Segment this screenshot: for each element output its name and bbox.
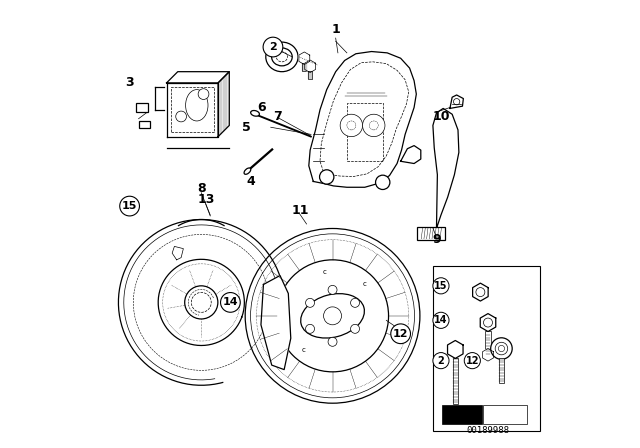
- FancyBboxPatch shape: [433, 266, 540, 431]
- Text: c: c: [362, 281, 366, 287]
- Polygon shape: [118, 220, 284, 385]
- Text: 6: 6: [257, 101, 266, 114]
- Circle shape: [340, 114, 362, 137]
- Polygon shape: [472, 283, 488, 301]
- Ellipse shape: [301, 293, 364, 338]
- Polygon shape: [218, 72, 229, 137]
- Polygon shape: [166, 72, 229, 83]
- Circle shape: [433, 312, 449, 328]
- Text: 4: 4: [246, 175, 255, 188]
- Circle shape: [245, 228, 420, 403]
- Circle shape: [491, 338, 512, 359]
- FancyBboxPatch shape: [417, 227, 445, 240]
- FancyBboxPatch shape: [499, 358, 504, 383]
- Polygon shape: [447, 340, 463, 358]
- Polygon shape: [299, 52, 310, 65]
- Ellipse shape: [251, 111, 259, 116]
- Circle shape: [391, 324, 410, 344]
- Text: 3: 3: [125, 76, 134, 90]
- Polygon shape: [172, 246, 184, 260]
- Text: c: c: [302, 347, 306, 353]
- Circle shape: [185, 286, 218, 319]
- Circle shape: [305, 298, 314, 307]
- Text: c: c: [323, 269, 326, 275]
- Text: 15: 15: [434, 281, 448, 291]
- Circle shape: [328, 337, 337, 346]
- Polygon shape: [305, 60, 316, 73]
- Text: 5: 5: [242, 121, 250, 134]
- Text: 13: 13: [197, 193, 214, 206]
- Text: 2: 2: [269, 42, 277, 52]
- Polygon shape: [480, 314, 496, 332]
- Circle shape: [221, 293, 240, 312]
- Circle shape: [276, 260, 388, 372]
- Circle shape: [351, 324, 360, 333]
- Circle shape: [120, 196, 140, 216]
- Circle shape: [433, 278, 449, 294]
- Circle shape: [495, 342, 508, 355]
- Polygon shape: [309, 52, 417, 187]
- Ellipse shape: [244, 168, 251, 174]
- Circle shape: [362, 114, 385, 137]
- Polygon shape: [136, 103, 148, 112]
- Polygon shape: [401, 146, 421, 164]
- FancyBboxPatch shape: [485, 331, 491, 355]
- Polygon shape: [261, 276, 291, 370]
- Circle shape: [464, 353, 481, 369]
- Text: 15: 15: [122, 201, 138, 211]
- Circle shape: [198, 89, 209, 99]
- Circle shape: [433, 353, 449, 369]
- Text: 9: 9: [432, 233, 441, 246]
- Polygon shape: [139, 121, 150, 128]
- Polygon shape: [450, 95, 463, 108]
- Polygon shape: [166, 83, 218, 137]
- FancyBboxPatch shape: [452, 358, 458, 404]
- Text: 12: 12: [393, 329, 408, 339]
- Ellipse shape: [266, 42, 298, 72]
- Circle shape: [263, 37, 283, 57]
- Circle shape: [176, 111, 186, 122]
- Text: 12: 12: [465, 356, 479, 366]
- Text: 10: 10: [432, 110, 450, 123]
- Polygon shape: [483, 349, 493, 361]
- Circle shape: [319, 170, 334, 184]
- Text: 14: 14: [434, 315, 448, 325]
- Text: 11: 11: [291, 204, 308, 217]
- Text: 7: 7: [273, 110, 282, 123]
- Text: 14: 14: [223, 297, 238, 307]
- Ellipse shape: [271, 48, 292, 66]
- Text: 1: 1: [332, 22, 340, 36]
- Text: 00189988: 00189988: [467, 426, 509, 435]
- FancyBboxPatch shape: [442, 405, 482, 424]
- Text: 2: 2: [438, 356, 444, 366]
- Circle shape: [305, 324, 314, 333]
- Circle shape: [376, 175, 390, 190]
- Circle shape: [351, 298, 360, 307]
- FancyBboxPatch shape: [483, 405, 527, 424]
- Circle shape: [328, 285, 337, 294]
- Text: 8: 8: [197, 181, 205, 195]
- Circle shape: [324, 307, 342, 325]
